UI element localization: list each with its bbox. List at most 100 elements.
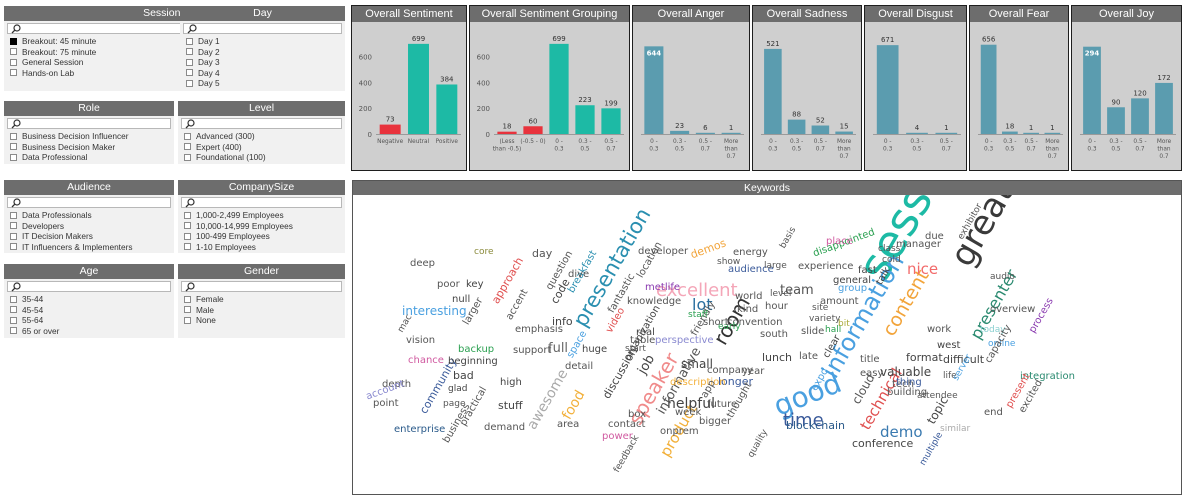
keyword-knowledge[interactable]: knowledge: [627, 296, 682, 307]
slicer-item[interactable]: Business Decision Maker: [10, 142, 174, 153]
keyword-bad[interactable]: bad: [453, 369, 474, 382]
keyword-lot[interactable]: lot: [692, 295, 713, 314]
keyword-audio[interactable]: audio: [990, 272, 1015, 282]
keyword-format[interactable]: format: [906, 351, 943, 364]
keyword-integration[interactable]: integration: [1020, 371, 1075, 382]
slicer-company-size[interactable]: CompanySize 1,000-2,499 Employees 10,000-…: [178, 180, 345, 253]
slicer-item[interactable]: Expert (400): [184, 142, 345, 153]
keyword-manager[interactable]: manager: [896, 239, 941, 250]
keyword-time[interactable]: time: [783, 410, 824, 431]
keyword-metlife[interactable]: metlife: [645, 282, 681, 293]
keyword-early[interactable]: early: [718, 322, 741, 332]
keyword-description[interactable]: description: [670, 377, 726, 388]
slicer-item[interactable]: 35-44: [10, 294, 174, 305]
keyword-online[interactable]: online: [988, 339, 1016, 349]
checkbox[interactable]: [184, 132, 191, 140]
keyword-hour[interactable]: hour: [765, 301, 788, 312]
slicer-item[interactable]: Foundational (100): [184, 152, 345, 163]
bar[interactable]: [523, 126, 543, 134]
bar[interactable]: [835, 131, 853, 134]
slicer-search-input[interactable]: [7, 118, 171, 129]
keyword-core[interactable]: core: [474, 247, 494, 257]
keyword-title[interactable]: title: [860, 354, 880, 365]
checkbox[interactable]: [10, 211, 17, 219]
keyword-process[interactable]: process: [1027, 296, 1056, 335]
keyword-blockchain[interactable]: blockchain: [786, 419, 845, 432]
keyword-table[interactable]: table: [630, 335, 656, 346]
bar[interactable]: [935, 132, 958, 134]
slicer-item[interactable]: Breakout: 75 minute: [10, 47, 345, 58]
keyword-hall[interactable]: hall: [825, 325, 842, 335]
slicer-age[interactable]: Age 35-44 45-54 55-64 65 or over: [4, 264, 174, 338]
keyword-level[interactable]: level: [770, 289, 792, 299]
keyword-conference[interactable]: conference: [852, 437, 914, 450]
checkbox[interactable]: [184, 232, 191, 240]
keyword-overview[interactable]: overview: [990, 304, 1036, 315]
keyword-variety[interactable]: variety: [809, 314, 841, 324]
slicer-search-input[interactable]: [181, 197, 342, 208]
checkbox[interactable]: [186, 37, 193, 45]
slicer-item[interactable]: IT Decision Makers: [10, 231, 174, 242]
bar[interactable]: [980, 44, 997, 134]
checkbox[interactable]: [10, 37, 17, 45]
keyword-work[interactable]: work: [927, 324, 952, 335]
checkbox[interactable]: [10, 69, 17, 77]
slicer-item[interactable]: Developers: [10, 221, 174, 232]
keyword-basis[interactable]: basis: [778, 225, 799, 251]
bar[interactable]: [1107, 107, 1125, 134]
keyword-convention[interactable]: convention: [727, 317, 783, 328]
keyword-slide[interactable]: slide: [801, 326, 825, 337]
checkbox[interactable]: [186, 58, 193, 66]
slicer-item[interactable]: Day 1: [186, 36, 345, 47]
keyword-enterprise[interactable]: enterprise: [394, 424, 446, 435]
keyword-power[interactable]: power: [602, 431, 633, 442]
chart-overall-joy[interactable]: Overall Joy 294 0 -0.3 90 0.3 -0.5 120 0.5 -0.…: [1071, 5, 1182, 171]
keyword-chance[interactable]: chance: [408, 355, 444, 366]
slicer-item[interactable]: Male: [184, 305, 345, 316]
keyword-fast[interactable]: fast: [858, 265, 877, 276]
keyword-info[interactable]: info: [552, 315, 573, 328]
chart-overall-fear[interactable]: Overall Fear 656 0 -0.3 18 0.3 -0.5 1 0.5 -0.7…: [969, 5, 1069, 171]
keyword-stuff[interactable]: stuff: [498, 399, 523, 412]
keyword-multiple[interactable]: multiple: [918, 430, 946, 468]
keyword-team[interactable]: team: [780, 283, 814, 298]
keyword-perspective[interactable]: perspective: [655, 335, 714, 346]
slicer-item[interactable]: Day 2: [186, 47, 345, 58]
slicer-search-input[interactable]: [181, 118, 342, 129]
slicer-item[interactable]: 45-54: [10, 305, 174, 316]
keyword-general[interactable]: general: [833, 275, 872, 286]
slicer-item[interactable]: None: [184, 315, 345, 326]
keyword-south[interactable]: south: [760, 329, 788, 340]
keyword-site[interactable]: site: [812, 303, 829, 313]
slicer-item[interactable]: 1,000-2,499 Employees: [184, 210, 345, 221]
keyword-accent[interactable]: accent: [504, 287, 531, 322]
keyword-excellent[interactable]: excellent: [656, 280, 738, 301]
keyword-support[interactable]: support: [513, 345, 552, 356]
checkbox[interactable]: [10, 243, 17, 251]
bar[interactable]: [1023, 132, 1039, 134]
word-cloud[interactable]: session great good information presentation e…: [353, 195, 1181, 494]
keyword-building[interactable]: building: [887, 387, 928, 398]
keyword-life[interactable]: life: [943, 371, 957, 381]
slicer-item[interactable]: 100-499 Employees: [184, 231, 345, 242]
slicer-day[interactable]: Day Day 1 Day 2 Day 3 Day 4 Day 5: [180, 6, 345, 91]
keyword-valuable[interactable]: valuable: [880, 365, 932, 379]
bar[interactable]: [408, 43, 429, 134]
keyword-glad[interactable]: glad: [448, 384, 468, 394]
keyword-real[interactable]: real: [636, 327, 655, 338]
keyword-show[interactable]: show: [717, 257, 741, 267]
bar[interactable]: [876, 45, 899, 134]
keyword-box[interactable]: box: [628, 409, 647, 420]
bar[interactable]: [1131, 98, 1149, 134]
checkbox[interactable]: [10, 232, 17, 240]
keyword-energy[interactable]: energy: [733, 247, 768, 258]
checkbox[interactable]: [184, 243, 191, 251]
keyword-experience[interactable]: experience: [798, 261, 854, 272]
bar[interactable]: [1044, 132, 1061, 134]
keyword-year[interactable]: year: [742, 366, 765, 377]
keyword-interesting[interactable]: interesting: [402, 304, 467, 318]
checkbox[interactable]: [10, 295, 17, 303]
keyword-longer[interactable]: longer: [718, 375, 754, 388]
keyword-helpful[interactable]: helpful: [667, 396, 715, 412]
keywords-panel[interactable]: Keywords session great good information pres…: [352, 180, 1182, 495]
